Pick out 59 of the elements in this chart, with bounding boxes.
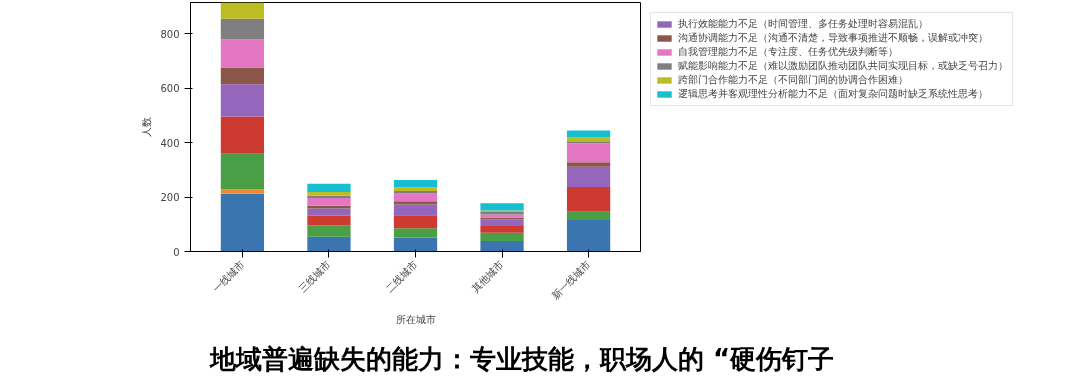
bar: [566, 219, 611, 252]
bar: [566, 162, 611, 167]
legend-label: 沟通协调能力不足（沟通不清楚，导致事项推进不顺畅，误解或冲突）: [678, 31, 988, 45]
y-tick-label: 800: [160, 28, 180, 40]
bar: [307, 236, 351, 252]
bar: [220, 193, 265, 252]
bar: [393, 215, 438, 229]
bar: [480, 219, 524, 226]
bar: [393, 228, 438, 238]
bar: [220, 153, 265, 190]
bar: [393, 187, 438, 192]
y-tick-label: 200: [160, 192, 180, 204]
bar: [220, 18, 265, 40]
bar: [393, 193, 438, 202]
bar: [566, 211, 611, 220]
bar: [307, 197, 351, 206]
bar: [307, 225, 351, 237]
bar: [393, 179, 438, 188]
bar: [220, 189, 265, 194]
x-tick-label: 一线城市: [210, 258, 247, 295]
bar: [566, 130, 611, 138]
bar: [220, 39, 265, 68]
bar: [307, 191, 351, 196]
bar: [307, 208, 351, 216]
bar: [566, 187, 611, 212]
bar: [220, 2, 265, 19]
bar: [566, 166, 611, 187]
bar: [566, 137, 611, 142]
bar: [220, 67, 265, 85]
x-tick-label: 三线城市: [296, 258, 333, 295]
x-tick-label: 其他城市: [469, 258, 506, 295]
bar: [220, 84, 265, 117]
text: 地域普遍缺失的能力：专业技能，职场人的 “硬伤钉子: [210, 343, 835, 376]
y-tick-label: 0: [173, 246, 180, 258]
bar: [393, 201, 438, 205]
bar: [220, 116, 265, 154]
bar: [307, 195, 351, 198]
bar: [307, 205, 351, 209]
legend-label: 逻辑思考并客观理性分析能力不足（面对复杂问题时缺乏系统性思考）: [678, 87, 988, 101]
x-tick-label: 新一线城市: [549, 258, 593, 302]
bar: [393, 204, 438, 216]
bar: [393, 191, 438, 194]
bar: [480, 225, 524, 233]
x-tick-label: 二线城市: [383, 258, 420, 295]
legend-label: 执行效能能力不足（时间管理、多任务处理时容易混乱）: [678, 17, 928, 31]
bar: [307, 183, 351, 192]
legend-label: 跨部门合作能力不足（不同部门间的协调合作困难）: [678, 73, 908, 87]
legend-label: 自我管理能力不足（专注度、任务优先级判断等）: [678, 45, 898, 59]
y-tick-label: 600: [160, 83, 180, 95]
x-axis-title: 所在城市: [395, 313, 436, 325]
bar: [480, 232, 524, 241]
bar: [307, 215, 351, 226]
bar: [393, 237, 438, 252]
y-tick-label: 400: [160, 137, 180, 149]
bar: [480, 203, 524, 211]
legend-label: 赋能影响能力不足（难以激励团队推动团队共同实现目标，或缺乏号召力）: [678, 59, 1008, 73]
bar: [480, 240, 524, 252]
y-axis-title: 人数: [141, 117, 153, 137]
bar: [566, 143, 611, 163]
